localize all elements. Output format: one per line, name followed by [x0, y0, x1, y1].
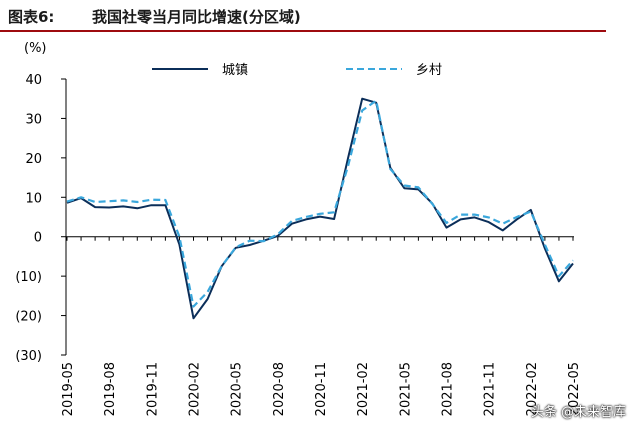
x-tick-label: 2022-02: [525, 362, 540, 416]
series-line-rural: [66, 99, 574, 308]
figure-title: 我国社零当月同比增速(分区域): [92, 8, 301, 26]
y-axis-unit-label: (%): [24, 41, 47, 56]
x-tick-label: 2021-02: [356, 362, 371, 416]
x-tick-label: 2022-05: [567, 362, 582, 416]
y-tick-label: 20: [25, 152, 42, 167]
y-tick-label: 0: [34, 231, 42, 246]
header-rule: [0, 30, 606, 32]
x-axis: 2019-05 2019-08 2019-11 2020-02 2020-05 2020-…: [61, 236, 582, 416]
legend-label: 城镇: [222, 63, 248, 78]
series-layer: [66, 97, 574, 320]
x-tick-label: 2021-05: [398, 362, 413, 416]
x-tick-label: 2021-08: [441, 362, 456, 416]
watermark: 头条 @未来智库: [530, 405, 626, 420]
figure-label: 图表6:: [8, 8, 55, 26]
x-tick-label: 2021-11: [483, 362, 498, 416]
series-line-urban: [66, 97, 574, 320]
y-tick-label: (30): [15, 349, 42, 364]
legend-label: 乡村: [416, 63, 442, 78]
x-tick-label: 2020-02: [188, 362, 203, 416]
x-tick-label: 2020-11: [314, 362, 329, 416]
y-tick-label: (10): [15, 270, 42, 285]
y-tick-label: 10: [25, 191, 42, 206]
legend: 城镇 乡村: [152, 63, 442, 78]
figure-header: 图表6: 我国社零当月同比增速(分区域): [0, 0, 640, 28]
y-tick-label: (20): [15, 310, 42, 325]
y-tick-label: 30: [25, 112, 42, 127]
x-tick-label: 2019-11: [145, 362, 160, 416]
x-tick-label: 2019-05: [61, 362, 76, 416]
x-tick-label: 2020-05: [230, 362, 245, 416]
x-tick-label: 2020-08: [272, 362, 287, 416]
y-tick-label: 40: [25, 73, 42, 88]
x-tick-label: 2019-08: [103, 362, 118, 416]
y-axis: 40 30 20 10 0 (10) (20) (30): [15, 73, 67, 364]
